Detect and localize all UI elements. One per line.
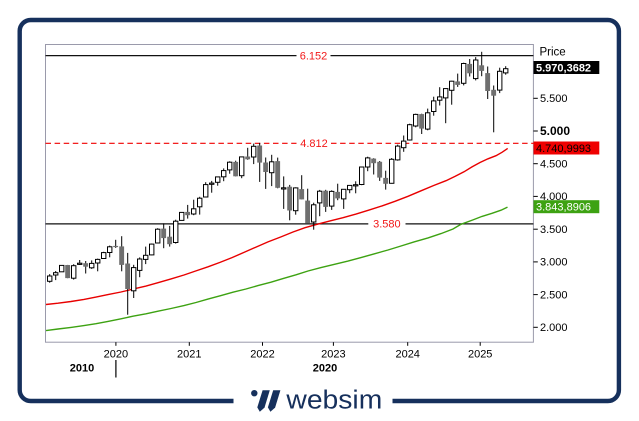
- svg-text:5.000: 5.000: [540, 124, 570, 138]
- svg-text:2.500: 2.500: [540, 289, 568, 301]
- svg-text:3.000: 3.000: [540, 257, 568, 269]
- svg-text:5.500: 5.500: [540, 93, 568, 105]
- svg-text:4.740,9993: 4.740,9993: [536, 143, 591, 155]
- svg-text:3.500: 3.500: [540, 224, 568, 236]
- svg-text:2023: 2023: [321, 349, 345, 361]
- svg-text:4.500: 4.500: [540, 159, 568, 171]
- svg-text:6.152: 6.152: [300, 50, 328, 62]
- svg-text:4.812: 4.812: [300, 138, 328, 150]
- svg-text:2025: 2025: [468, 349, 492, 361]
- svg-text:websim: websim: [285, 386, 382, 414]
- svg-text:2020: 2020: [313, 363, 337, 375]
- svg-text:2024: 2024: [395, 349, 419, 361]
- svg-text:2022: 2022: [250, 349, 274, 361]
- svg-text:5.970,3682: 5.970,3682: [536, 63, 591, 75]
- svg-text:2021: 2021: [177, 349, 201, 361]
- svg-text:3.843,8906: 3.843,8906: [536, 202, 591, 214]
- svg-text:3.580: 3.580: [373, 219, 401, 231]
- svg-text:Price: Price: [540, 47, 566, 59]
- svg-text:2.000: 2.000: [540, 322, 568, 334]
- svg-text:2010: 2010: [70, 363, 94, 375]
- svg-text:2020: 2020: [104, 349, 128, 361]
